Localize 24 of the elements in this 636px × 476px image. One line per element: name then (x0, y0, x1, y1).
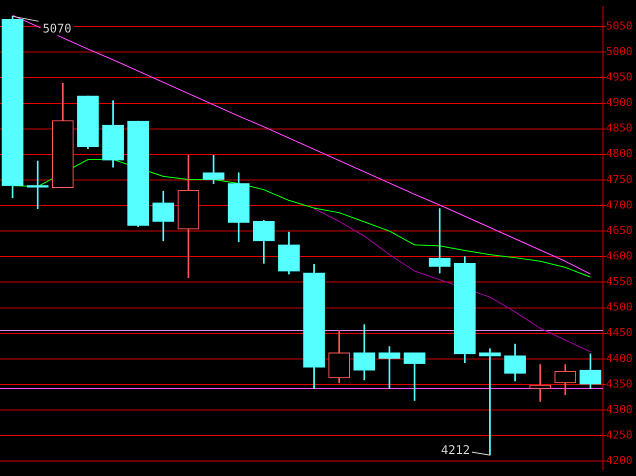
y-tick-label: 5050 (606, 19, 632, 32)
y-tick-label: 5000 (606, 44, 632, 58)
y-tick-label: 4650 (606, 224, 632, 237)
y-tick-label: 4300 (606, 402, 632, 416)
y-tick-label: 4750 (606, 172, 632, 186)
candlestick (479, 348, 501, 456)
y-tick-label: 4400 (606, 352, 632, 365)
y-tick-label: 4500 (606, 300, 632, 314)
y-tick-label: 4200 (606, 454, 632, 468)
y-tick-label: 4250 (606, 428, 632, 442)
candlestick (378, 346, 400, 389)
y-tick-label: 4850 (606, 122, 632, 135)
candlestick (202, 155, 224, 184)
y-tick-label: 4950 (606, 70, 632, 84)
y-tick-label: 4900 (606, 96, 632, 110)
y-tick-label: 4550 (606, 275, 632, 288)
y-tick-label: 4800 (606, 147, 632, 160)
y-tick-label: 4350 (606, 377, 632, 390)
y-tick-label: 4450 (606, 326, 632, 340)
annotation: 4212 (441, 443, 470, 458)
candlestick (404, 352, 426, 401)
y-tick-label: 4700 (606, 198, 632, 212)
annotation: 5070 (42, 21, 72, 36)
y-tick-label: 4600 (606, 250, 632, 263)
